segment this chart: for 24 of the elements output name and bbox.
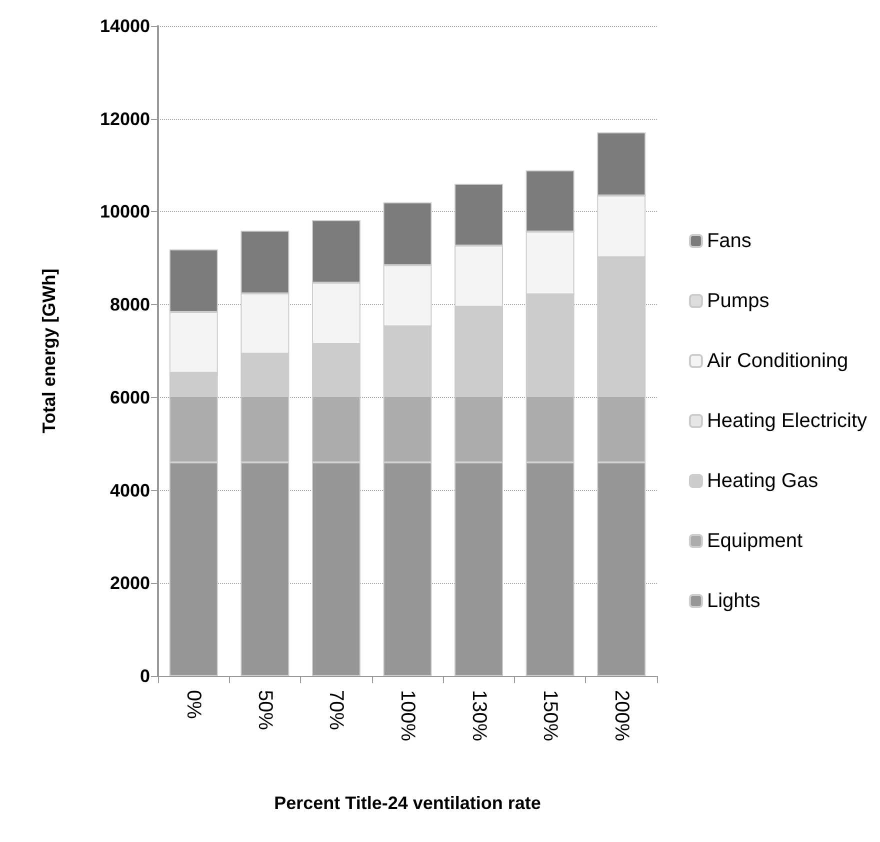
legend-label: Equipment bbox=[706, 530, 803, 552]
y-axis-title: Total energy [GWh] bbox=[39, 268, 59, 434]
y-tick-label: 8000 bbox=[110, 294, 150, 315]
x-tick-label: 50% bbox=[254, 690, 276, 730]
legend-label: Pumps bbox=[706, 290, 770, 312]
x-axis-title: Percent Title-24 ventilation rate bbox=[274, 793, 541, 813]
y-tick-label: 2000 bbox=[110, 573, 150, 594]
y-tick-label: 14000 bbox=[100, 16, 150, 36]
y-tick-label: 10000 bbox=[100, 202, 150, 222]
y-tick-label: 6000 bbox=[110, 387, 150, 408]
y-tick-label: 0 bbox=[140, 666, 150, 686]
legend-label: Lights bbox=[706, 590, 760, 612]
x-tick-label: 70% bbox=[325, 690, 348, 730]
x-tick-label: 130% bbox=[468, 690, 490, 742]
y-tick-label: 4000 bbox=[110, 480, 150, 500]
legend-label: Heating Electricity bbox=[706, 410, 868, 432]
legend-label: Air Conditioning bbox=[706, 350, 848, 372]
x-tick-label: 100% bbox=[396, 690, 418, 742]
x-tick-label: 150% bbox=[539, 690, 562, 742]
y-tick-label: 12000 bbox=[100, 108, 150, 129]
x-tick-label: 0% bbox=[182, 690, 205, 720]
legend-label: Fans bbox=[706, 230, 752, 252]
legend-label: Heating Gas bbox=[706, 470, 818, 492]
x-tick-label: 200% bbox=[610, 690, 632, 742]
